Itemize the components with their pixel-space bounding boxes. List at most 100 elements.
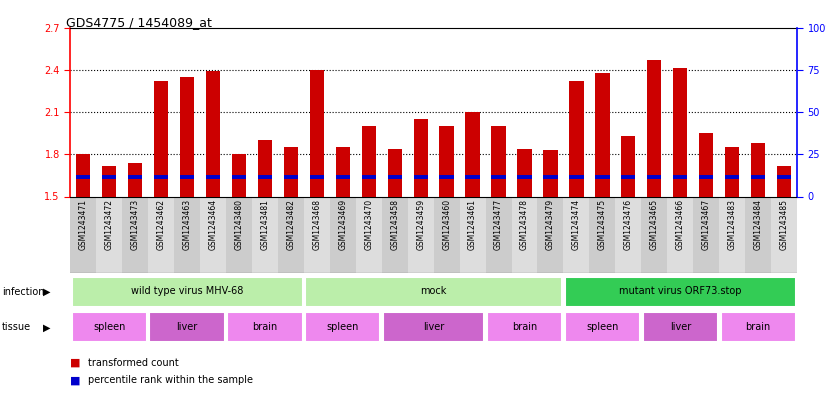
Text: GSM1243482: GSM1243482 — [287, 199, 296, 250]
Text: GSM1243458: GSM1243458 — [390, 199, 399, 250]
Text: mock: mock — [420, 286, 447, 296]
Text: spleen: spleen — [586, 321, 619, 332]
Bar — [305, 312, 381, 342]
Text: liver: liver — [670, 321, 691, 332]
Bar — [310, 70, 324, 196]
Bar — [232, 175, 246, 179]
Bar — [621, 136, 635, 196]
Bar — [232, 154, 246, 196]
Bar — [771, 196, 797, 273]
Bar — [200, 196, 226, 273]
Bar — [491, 126, 506, 196]
Bar — [565, 312, 640, 342]
Bar — [180, 175, 194, 179]
Bar — [699, 133, 714, 196]
Bar — [128, 175, 142, 179]
Bar — [751, 143, 765, 196]
Text: GSM1243469: GSM1243469 — [339, 199, 347, 250]
Text: GSM1243467: GSM1243467 — [702, 199, 710, 250]
Bar — [310, 175, 324, 179]
Bar — [590, 196, 615, 273]
Text: GSM1243477: GSM1243477 — [494, 199, 503, 250]
Bar — [408, 196, 434, 273]
Bar — [387, 149, 401, 196]
Bar — [335, 147, 350, 196]
Text: GSM1243476: GSM1243476 — [624, 199, 633, 250]
Bar — [72, 277, 302, 307]
Text: infection: infection — [2, 287, 44, 297]
Bar — [517, 149, 532, 196]
Bar — [414, 175, 428, 179]
Bar — [719, 196, 745, 273]
Bar — [362, 175, 376, 179]
Bar — [330, 196, 356, 273]
Bar — [70, 196, 96, 273]
Bar — [382, 196, 408, 273]
Text: brain: brain — [252, 321, 278, 332]
Bar — [751, 175, 765, 179]
Text: GSM1243479: GSM1243479 — [546, 199, 555, 250]
Bar — [517, 175, 532, 179]
Bar — [227, 312, 302, 342]
Bar — [122, 196, 148, 273]
Bar — [596, 73, 610, 196]
Bar — [491, 175, 506, 179]
Bar — [96, 196, 122, 273]
Text: GSM1243484: GSM1243484 — [753, 199, 762, 250]
Text: GSM1243462: GSM1243462 — [157, 199, 165, 250]
Bar — [511, 196, 538, 273]
Text: GSM1243475: GSM1243475 — [598, 199, 607, 250]
Text: percentile rank within the sample: percentile rank within the sample — [88, 375, 254, 385]
Text: GSM1243471: GSM1243471 — [78, 199, 88, 250]
Text: ▶: ▶ — [43, 322, 50, 332]
Bar — [154, 175, 169, 179]
Bar — [150, 312, 225, 342]
Bar — [148, 196, 174, 273]
Bar — [667, 196, 693, 273]
Text: GSM1243483: GSM1243483 — [728, 199, 737, 250]
Text: GSM1243481: GSM1243481 — [260, 199, 269, 250]
Text: mutant virus ORF73.stop: mutant virus ORF73.stop — [619, 286, 742, 296]
Text: brain: brain — [746, 321, 771, 332]
Bar — [72, 312, 147, 342]
Text: GSM1243480: GSM1243480 — [235, 199, 244, 250]
Bar — [278, 196, 304, 273]
Text: liver: liver — [177, 321, 197, 332]
Text: spleen: spleen — [93, 321, 126, 332]
Text: liver: liver — [423, 321, 444, 332]
Bar — [673, 68, 687, 196]
Bar — [565, 277, 795, 307]
Bar — [102, 175, 116, 179]
Bar — [641, 196, 667, 273]
Bar — [128, 163, 142, 196]
Bar — [569, 175, 583, 179]
Bar — [76, 175, 90, 179]
Bar — [615, 196, 641, 273]
Bar — [725, 175, 739, 179]
Bar — [284, 147, 298, 196]
Text: GSM1243474: GSM1243474 — [572, 199, 581, 250]
Bar — [720, 312, 795, 342]
Bar — [180, 77, 194, 196]
Bar — [465, 175, 480, 179]
Bar — [487, 312, 563, 342]
Bar — [673, 175, 687, 179]
Bar — [486, 196, 511, 273]
Text: spleen: spleen — [326, 321, 359, 332]
Bar — [544, 150, 558, 196]
Bar — [383, 312, 484, 342]
Bar — [777, 165, 791, 196]
Text: transformed count: transformed count — [88, 358, 179, 367]
Bar — [439, 126, 453, 196]
Bar — [102, 165, 116, 196]
Bar — [725, 147, 739, 196]
Bar — [284, 175, 298, 179]
Bar — [305, 277, 563, 307]
Bar — [414, 119, 428, 196]
Text: GSM1243461: GSM1243461 — [468, 199, 477, 250]
Text: GSM1243485: GSM1243485 — [780, 199, 789, 250]
Text: ■: ■ — [70, 358, 81, 367]
Text: GSM1243465: GSM1243465 — [650, 199, 659, 250]
Bar — [544, 175, 558, 179]
Text: GSM1243459: GSM1243459 — [416, 199, 425, 250]
